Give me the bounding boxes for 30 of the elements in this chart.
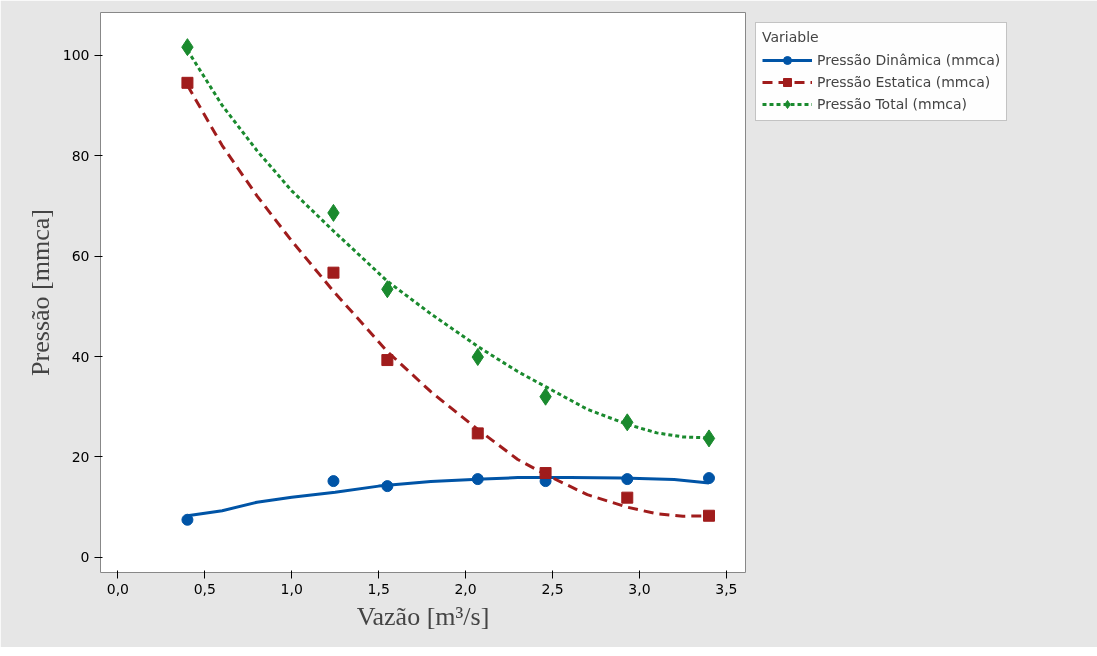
legend-title: Variable xyxy=(762,29,820,45)
legend-label: Pressão Estatica (mmca) xyxy=(817,74,991,90)
x-tick-label: 1,0 xyxy=(280,580,303,597)
y-tick-label: 40 xyxy=(71,348,90,365)
y-tick-label: 80 xyxy=(71,147,90,164)
point xyxy=(181,76,194,89)
x-axis-title: Vazão [m³/s] xyxy=(356,601,490,631)
x-tick-label: 1,5 xyxy=(367,580,390,597)
point xyxy=(327,475,340,488)
x-tick-label: 2,5 xyxy=(541,580,564,597)
y-tick-label: 60 xyxy=(71,248,90,265)
point xyxy=(327,266,340,279)
point xyxy=(181,513,194,526)
y-axis-title: Pressão [mmca] xyxy=(25,209,55,376)
x-tick-label: 0,0 xyxy=(106,580,130,597)
legend-label: Pressão Total (mmca) xyxy=(817,96,968,112)
point xyxy=(702,509,715,522)
x-tick-label: 0,5 xyxy=(193,580,216,597)
legend-label: Pressão Dinâmica (mmca) xyxy=(817,52,1001,68)
y-tick-label: 0 xyxy=(80,549,90,566)
point xyxy=(381,354,394,367)
point xyxy=(702,429,716,448)
y-tick-label: 20 xyxy=(71,448,90,465)
point xyxy=(471,427,484,440)
x-tick-label: 3,0 xyxy=(628,580,651,597)
x-tick-label: 3,5 xyxy=(715,580,738,597)
point xyxy=(702,472,715,485)
point xyxy=(621,491,634,504)
x-tick-label: 2,0 xyxy=(454,580,477,597)
y-tick-label: 100 xyxy=(62,47,90,64)
